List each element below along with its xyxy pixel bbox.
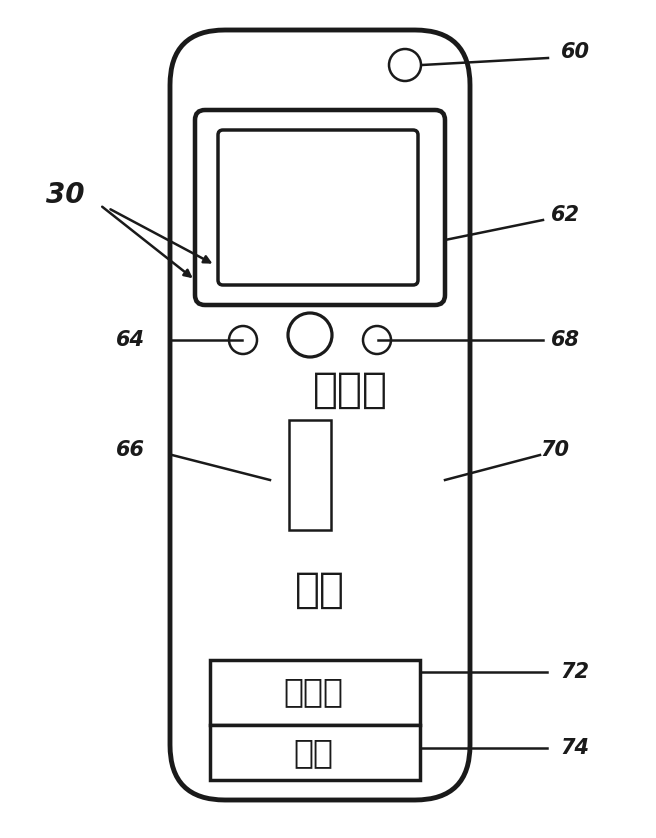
Text: 70: 70 xyxy=(541,440,569,460)
Text: 60: 60 xyxy=(560,42,590,62)
Text: 68: 68 xyxy=(550,330,579,350)
Circle shape xyxy=(389,49,421,81)
Text: 处理器: 处理器 xyxy=(283,675,343,708)
Circle shape xyxy=(229,326,257,354)
FancyBboxPatch shape xyxy=(218,130,418,285)
Text: 72: 72 xyxy=(560,662,590,682)
Text: 74: 74 xyxy=(560,738,590,758)
Text: 62: 62 xyxy=(550,205,579,225)
Text: 音量: 音量 xyxy=(295,569,345,611)
Text: 红外: 红外 xyxy=(293,737,333,769)
Bar xyxy=(289,420,331,530)
Text: 主菜单: 主菜单 xyxy=(312,369,388,411)
FancyBboxPatch shape xyxy=(195,110,445,305)
Text: 30: 30 xyxy=(46,181,84,209)
Text: 64: 64 xyxy=(115,330,144,350)
Circle shape xyxy=(363,326,391,354)
Bar xyxy=(210,660,420,725)
FancyBboxPatch shape xyxy=(170,30,470,800)
Text: 66: 66 xyxy=(115,440,144,460)
Circle shape xyxy=(288,313,332,357)
Bar xyxy=(210,725,420,780)
